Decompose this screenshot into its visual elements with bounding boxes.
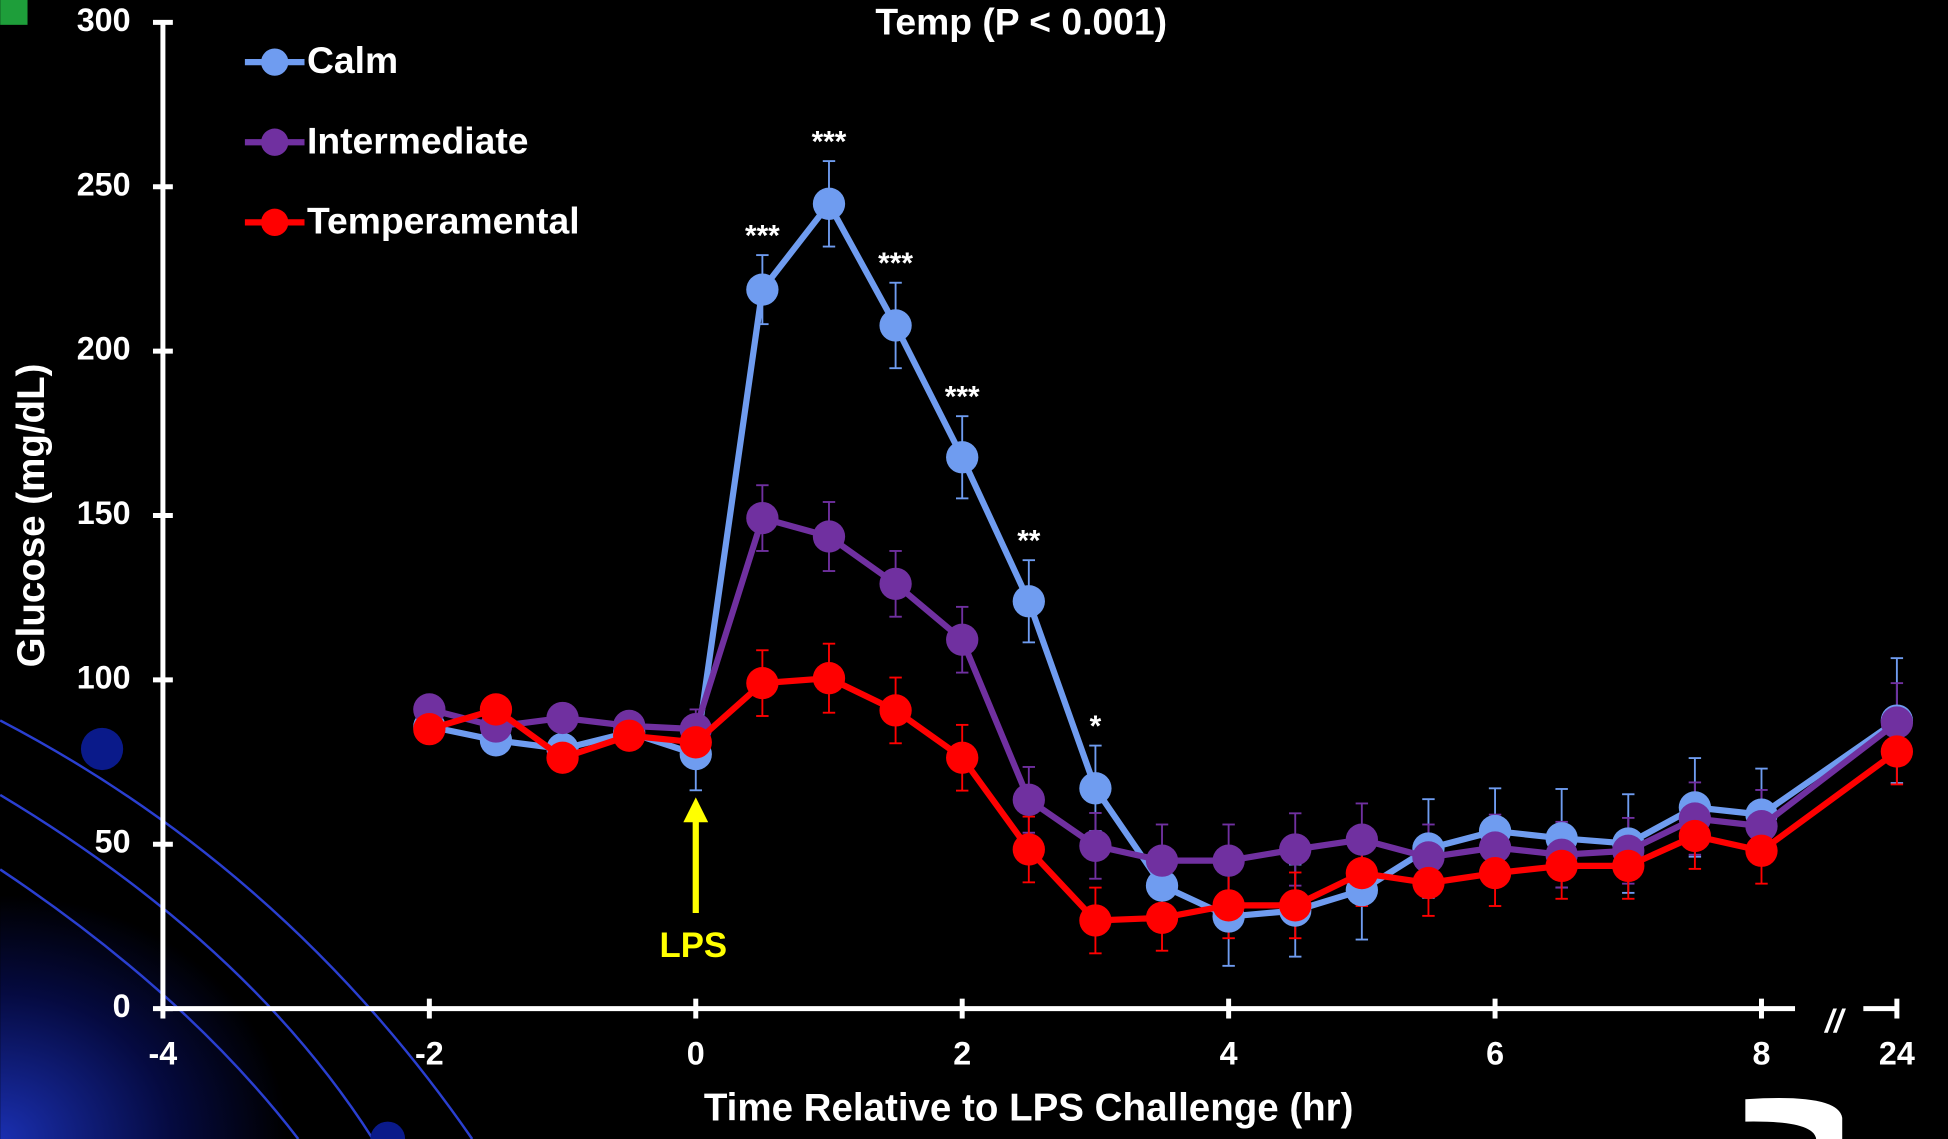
significance-label: ** <box>1017 525 1041 558</box>
data-point <box>679 726 712 759</box>
data-point <box>613 719 646 752</box>
annotation-arrowhead <box>683 797 709 823</box>
x-tick-label: 8 <box>1753 1035 1771 1071</box>
data-point <box>1880 735 1914 768</box>
background-dot <box>80 727 124 771</box>
background-curve <box>0 868 300 1139</box>
data-point <box>946 623 979 656</box>
series-line <box>428 675 1899 924</box>
x-tick-label: 2 <box>953 1035 971 1071</box>
axis-break: // <box>1823 1003 1846 1039</box>
data-point <box>879 694 912 727</box>
legend-marker <box>261 48 289 76</box>
annotation-label: LPS <box>659 927 727 965</box>
data-point <box>1079 904 1112 937</box>
data-point <box>879 309 912 342</box>
data-point <box>812 187 846 220</box>
data-point <box>1478 831 1512 864</box>
legend-marker <box>261 128 289 156</box>
y-tick-label: 150 <box>77 495 131 531</box>
data-point <box>946 741 979 774</box>
data-point <box>1145 869 1179 902</box>
data-point <box>413 713 446 746</box>
data-point <box>746 501 779 535</box>
data-point <box>1745 834 1778 867</box>
y-axis-label: Glucose (mg/dL) <box>10 364 53 668</box>
data-point <box>1012 585 1045 618</box>
data-point <box>1345 856 1378 890</box>
x-axis-label: Time Relative to LPS Challenge (hr) <box>704 1087 1354 1130</box>
x-tick-label: 24 <box>1879 1035 1915 1071</box>
x-tick-label: -4 <box>149 1035 178 1071</box>
y-tick-label: 300 <box>77 2 131 38</box>
significance-label: * <box>1090 710 1102 743</box>
background-curve <box>0 719 474 1139</box>
data-point <box>1145 901 1179 934</box>
data-point <box>946 441 979 474</box>
series-line <box>428 514 1899 864</box>
corner-logo <box>1745 1098 1843 1139</box>
data-point <box>1412 841 1445 874</box>
x-tick-label: -2 <box>415 1035 444 1071</box>
x-tick-label: 4 <box>1220 1035 1238 1071</box>
corner-badge <box>0 0 28 25</box>
data-point <box>1079 829 1112 863</box>
data-point <box>1612 849 1645 883</box>
data-point <box>1079 772 1112 805</box>
data-point <box>1145 844 1179 877</box>
data-point <box>1345 823 1378 856</box>
data-point <box>546 741 579 774</box>
data-point <box>1212 844 1245 877</box>
significance-label: *** <box>812 126 847 159</box>
legend-label: Intermediate <box>307 119 528 161</box>
data-point <box>746 273 779 306</box>
data-point <box>812 520 846 553</box>
y-tick-label: 200 <box>77 331 131 367</box>
y-tick-label: 100 <box>77 659 131 695</box>
y-tick-label: 250 <box>77 166 131 202</box>
data-point <box>1412 866 1445 900</box>
data-point <box>546 701 579 735</box>
chart-title: Temp (P < 0.001) <box>875 1 1167 43</box>
data-point <box>1279 889 1312 922</box>
legend-marker <box>261 208 289 236</box>
data-point <box>1545 849 1578 883</box>
series-line <box>428 200 1899 920</box>
data-point <box>1012 783 1045 816</box>
x-tick-label: 6 <box>1486 1035 1504 1071</box>
background-curve <box>0 793 374 1139</box>
data-point <box>746 666 779 700</box>
data-point <box>479 693 513 726</box>
background-dot <box>370 1121 406 1139</box>
data-point <box>1012 833 1045 866</box>
significance-label: *** <box>945 381 980 414</box>
x-tick-label: 0 <box>687 1035 705 1071</box>
y-tick-label: 0 <box>113 988 131 1024</box>
legend-label: Calm <box>307 39 398 81</box>
data-point <box>879 567 912 600</box>
data-point <box>1212 889 1245 922</box>
y-tick-label: 50 <box>95 824 131 860</box>
significance-label: *** <box>745 220 780 253</box>
data-point <box>1678 819 1712 853</box>
data-point <box>1880 706 1914 739</box>
data-point <box>1745 809 1778 843</box>
data-point <box>1279 833 1312 866</box>
significance-label: *** <box>878 247 913 280</box>
background-swoosh <box>0 695 522 1139</box>
legend-label: Temperamental <box>307 199 580 241</box>
data-point <box>812 662 846 695</box>
data-point <box>1478 856 1512 890</box>
